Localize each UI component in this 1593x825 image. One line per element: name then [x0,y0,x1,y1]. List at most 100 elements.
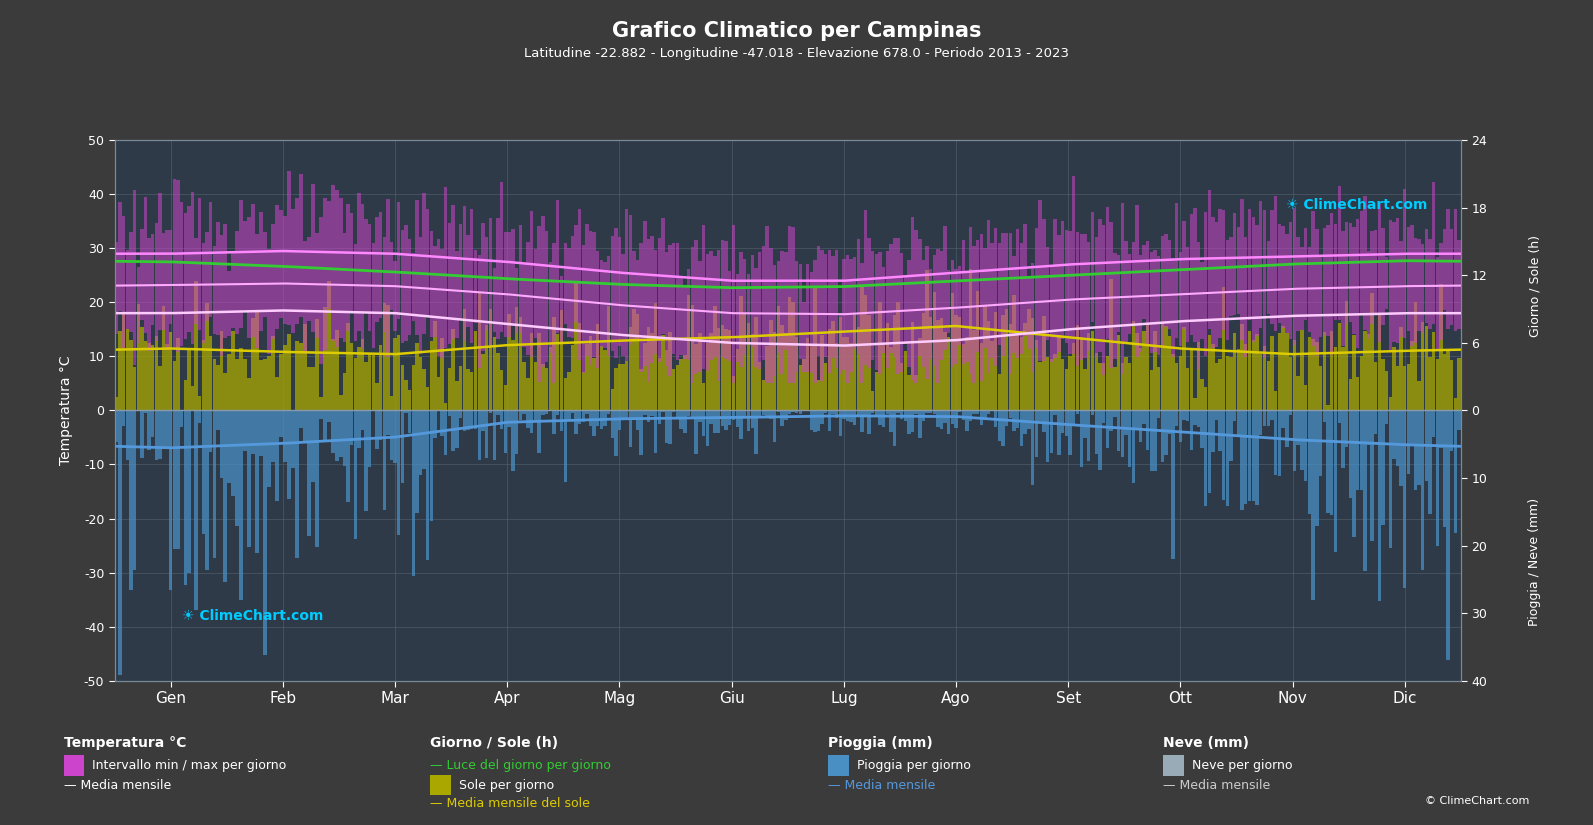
Bar [918,338,921,410]
Bar [564,243,567,324]
Bar [669,332,672,410]
Bar [1164,410,1168,455]
Bar [1219,410,1222,451]
Bar [1322,332,1325,410]
Bar [255,233,258,348]
Bar [695,240,698,374]
Bar [1289,357,1292,410]
Bar [969,269,972,410]
Bar [849,260,852,372]
Bar [1053,355,1056,410]
Bar [379,212,382,318]
Bar [1161,236,1164,348]
Bar [1274,391,1278,410]
Bar [1193,410,1196,425]
Bar [497,410,500,414]
Bar [223,224,226,337]
Bar [1407,410,1410,474]
Bar [857,410,860,417]
Bar [1225,240,1230,340]
Bar [728,410,731,425]
Bar [462,205,467,341]
Bar [596,252,599,369]
Bar [1384,371,1388,410]
Bar [1270,210,1274,324]
Bar [742,314,747,410]
Bar [1241,199,1244,341]
Bar [658,410,661,424]
Bar [260,211,263,331]
Bar [1333,410,1337,552]
Bar [1349,224,1352,322]
Bar [151,346,155,410]
Bar [1176,410,1179,426]
Bar [803,359,806,410]
Bar [481,223,484,351]
Bar [236,359,239,410]
Bar [132,190,137,365]
Bar [315,318,319,410]
Text: ☀ ClimeChart.com: ☀ ClimeChart.com [182,609,323,623]
Bar [1023,323,1027,410]
Bar [1308,248,1311,332]
Bar [789,410,792,414]
Bar [191,192,194,344]
Bar [1297,237,1300,331]
Bar [1086,333,1091,410]
Bar [639,410,644,455]
Bar [158,410,161,459]
Bar [750,334,753,410]
Bar [470,210,473,342]
Bar [908,375,911,410]
Bar [1176,203,1179,337]
Bar [473,410,478,430]
Bar [1125,241,1128,344]
Bar [357,346,360,410]
Text: — Media mensile: — Media mensile [1163,779,1270,792]
Bar [1403,410,1407,587]
Bar [362,410,365,431]
Bar [382,410,386,510]
Bar [1207,410,1211,493]
Bar [886,410,889,413]
Bar [832,256,835,358]
Bar [578,209,581,361]
Bar [519,317,523,410]
Bar [279,410,282,436]
Bar [1190,214,1193,335]
Bar [629,327,632,410]
Bar [299,342,303,410]
Bar [835,343,838,410]
Bar [481,410,484,431]
Bar [1352,227,1356,334]
Bar [1270,336,1274,410]
Bar [725,241,728,359]
Bar [824,362,827,410]
Bar [570,236,573,338]
Bar [769,320,773,410]
Bar [205,303,209,410]
Bar [1109,279,1114,410]
Bar [252,205,255,337]
Bar [209,410,212,452]
Bar [1027,276,1031,349]
Text: Neve (mm): Neve (mm) [1163,736,1249,750]
Bar [1080,337,1083,410]
Bar [1244,410,1247,503]
Bar [988,410,991,414]
Bar [798,365,803,410]
Bar [126,329,129,410]
Bar [948,410,951,434]
Bar [1266,410,1270,426]
Bar [669,410,672,444]
Bar [937,249,940,384]
Bar [1207,336,1211,410]
Bar [1458,410,1461,430]
Bar [1164,326,1168,410]
Bar [886,323,889,410]
Bar [162,233,166,330]
Bar [548,262,553,353]
Bar [166,410,169,448]
Bar [376,384,379,410]
Bar [1080,410,1083,467]
